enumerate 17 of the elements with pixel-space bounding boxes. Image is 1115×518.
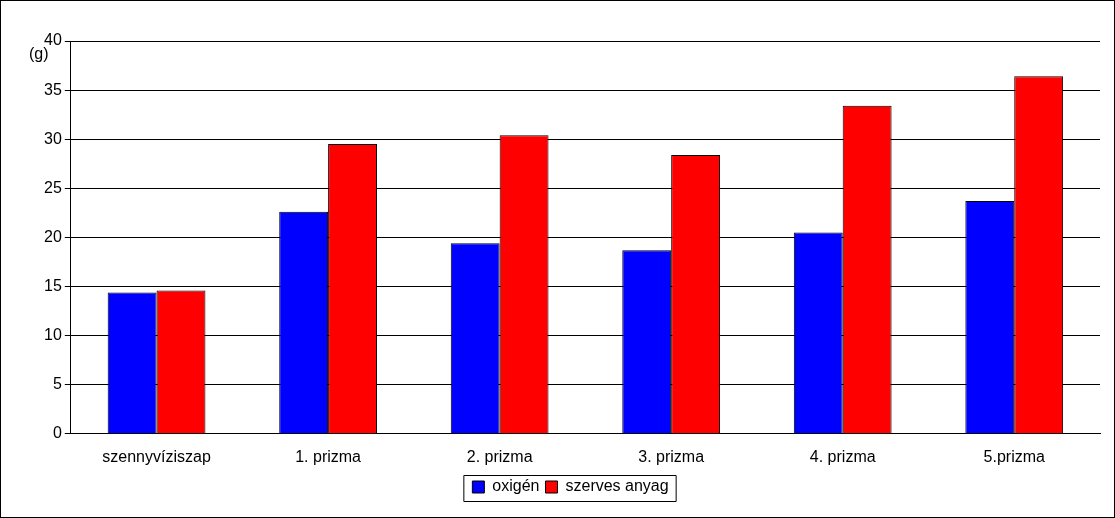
y-tick-label: 25 — [44, 178, 62, 196]
y-tick-label: 10 — [44, 326, 62, 344]
y-tick-label: 0 — [52, 424, 62, 442]
x-tick-label: 4. prizma — [809, 447, 876, 465]
y-tick-label: 5 — [52, 375, 62, 393]
x-tick-label: szennyvíziszap — [102, 447, 211, 465]
y-axis-title: (g) — [29, 45, 49, 63]
x-tick-label: 1. prizma — [295, 447, 362, 465]
legend-label: oxigén — [492, 477, 540, 495]
y-tick-label: 35 — [44, 80, 62, 98]
x-tick-label: 3. prizma — [638, 447, 705, 465]
y-tick-label: 20 — [44, 227, 62, 245]
y-tick-label: 15 — [44, 276, 62, 294]
x-tick-label: 5.prizma — [983, 447, 1046, 465]
x-tick-label: 2. prizma — [466, 447, 533, 465]
legend-label: szerves anyag — [565, 477, 669, 495]
y-tick-label: 30 — [44, 129, 62, 147]
